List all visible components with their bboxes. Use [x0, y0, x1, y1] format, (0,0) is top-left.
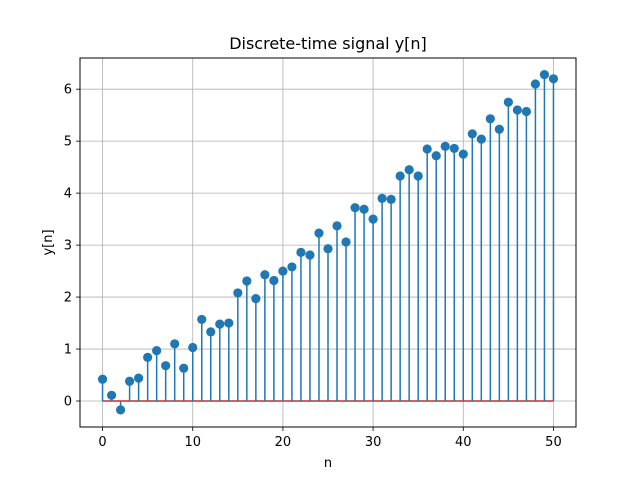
stem-marker [115, 405, 126, 415]
stem-marker [260, 270, 270, 280]
stem-marker [458, 149, 468, 159]
y-tick-label: 3 [64, 239, 72, 254]
y-tick-label: 2 [64, 291, 72, 306]
stem-marker [521, 106, 532, 117]
stem-marker [386, 194, 396, 204]
y-tick-label: 4 [64, 187, 72, 202]
stem-marker [494, 124, 504, 134]
y-tick-label: 5 [64, 135, 72, 150]
x-tick-label: 40 [455, 435, 472, 450]
stem-marker [296, 247, 306, 257]
stem-marker [368, 214, 378, 224]
stem-marker [377, 193, 387, 203]
stem-marker [404, 165, 414, 175]
stem-marker [215, 319, 225, 329]
x-tick-label: 10 [184, 435, 201, 450]
stem-marker [143, 352, 153, 362]
y-tick-label: 6 [64, 83, 72, 98]
stem-marker [485, 114, 495, 124]
stem-marker [395, 171, 405, 181]
stem-marker [422, 144, 432, 154]
stem-marker [413, 171, 423, 181]
stem-marker [179, 363, 189, 373]
stem-marker [278, 266, 288, 276]
y-axis-label: y[n] [41, 229, 56, 255]
stem-marker [341, 237, 351, 247]
markers [97, 70, 559, 415]
stem-marker [125, 376, 135, 386]
stem-marker [431, 151, 441, 161]
stem-marker [224, 318, 234, 328]
chart-title: Discrete-time signal y[n] [229, 34, 427, 53]
stem-marker [548, 74, 559, 84]
stem-marker [359, 204, 369, 214]
stem-marker [97, 374, 108, 384]
stem-marker [251, 294, 261, 304]
stem-marker [152, 346, 162, 356]
stem-marker [206, 327, 216, 337]
y-axis-ticks: 0 1 2 3 4 5 6 [64, 83, 80, 410]
x-tick-label: 20 [275, 435, 292, 450]
x-axis-ticks: 0 10 20 30 40 50 [98, 427, 562, 450]
stem-marker [476, 134, 486, 144]
stems [101, 74, 555, 410]
stem-marker [503, 97, 513, 107]
y-tick-label: 0 [64, 395, 72, 410]
stem-marker [242, 276, 252, 286]
stem-marker [530, 79, 541, 89]
x-tick-label: 0 [98, 435, 106, 450]
stem-marker [170, 339, 180, 349]
stem-marker [161, 361, 171, 371]
stem-marker [314, 228, 324, 238]
stem-marker [106, 390, 117, 400]
x-tick-label: 30 [365, 435, 382, 450]
y-tick-label: 1 [64, 343, 72, 358]
plot-frame [79, 57, 577, 428]
x-axis-label: n [324, 456, 332, 471]
stem-marker [332, 221, 342, 231]
stem-marker [449, 143, 459, 154]
stem-marker [512, 105, 522, 115]
stem-marker [134, 373, 144, 383]
stem-marker [467, 129, 477, 139]
stem-marker [287, 262, 297, 272]
stem-marker [323, 244, 333, 254]
stem-marker [440, 141, 450, 151]
stem-marker [539, 70, 550, 80]
stem-marker [197, 314, 207, 325]
stem-marker [305, 250, 315, 260]
stem-marker [233, 288, 243, 298]
x-tick-label: 50 [545, 435, 562, 450]
stem-marker [350, 203, 360, 213]
stem-marker [269, 275, 279, 286]
stem-marker [188, 342, 198, 353]
